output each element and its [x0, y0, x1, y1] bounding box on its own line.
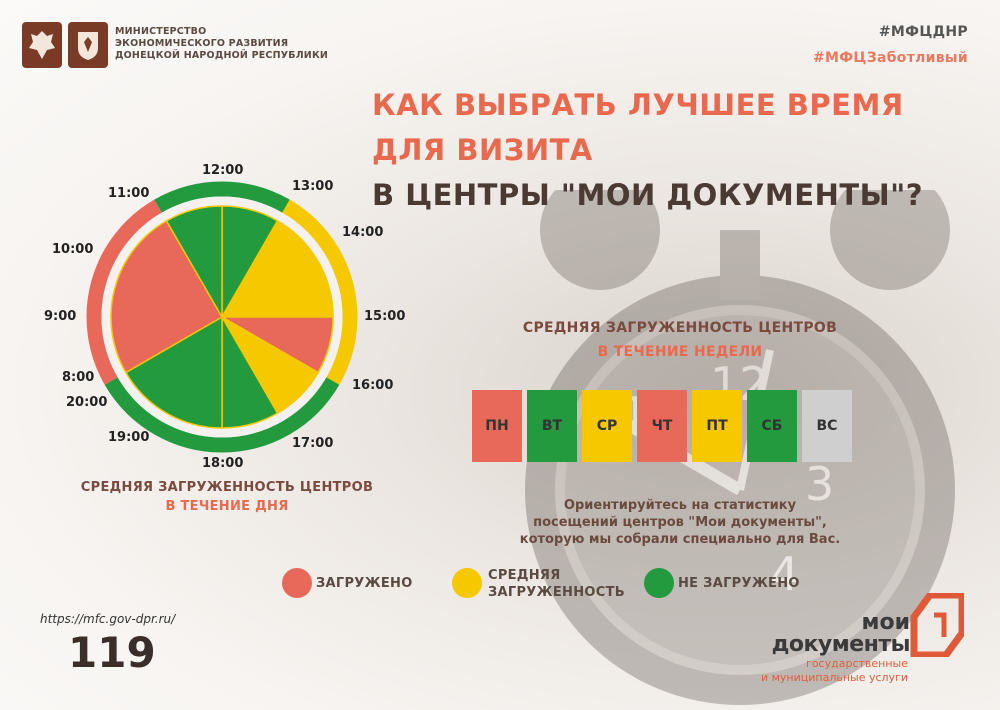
title-line-1: КАК ВЫБРАТЬ ЛУЧШЕЕ ВРЕМЯ	[372, 88, 904, 122]
clock-hour-label: 15:00	[364, 309, 406, 324]
clock-inner-sector-6	[110, 219, 224, 374]
title-line-3: В ЦЕНТРЫ "МОИ ДОКУМЕНТЫ"?	[372, 178, 924, 212]
week-day-cell: ВС	[802, 390, 852, 462]
clock-hour-label: 10:00	[52, 242, 94, 257]
week-day-cell: СБ	[747, 390, 797, 462]
week-day-cell: ПТ	[692, 390, 742, 462]
clock-hour-label: 11:00	[108, 186, 150, 201]
legend-free-label: НЕ ЗАГРУЖЕНО	[678, 576, 800, 591]
day-chart-caption-2: В ТЕЧЕНИЕ ДНЯ	[165, 499, 289, 514]
clock-hour-label: 12:00	[202, 163, 244, 178]
clock-hour-label: 9:00	[44, 309, 77, 324]
note-line-1: Ориентируйтесь на статистику	[563, 498, 797, 513]
logo-text-moi: мои	[861, 610, 910, 635]
clock-inner-sector-7	[165, 205, 223, 320]
clock-outer-ring-segment-0	[104, 377, 223, 453]
hotline-number: 119	[68, 628, 156, 677]
week-day-cell: СР	[582, 390, 632, 462]
title-line-2: ДЛЯ ВИЗИТА	[372, 133, 593, 167]
clock-hour-label: 18:00	[202, 456, 244, 471]
website-link[interactable]: https://mfc.gov-dpr.ru/	[40, 612, 176, 626]
legend-free-dot	[644, 568, 674, 598]
clock-outer-ring-segment-3	[282, 199, 358, 385]
clock-hour-label: 17:00	[292, 436, 334, 451]
svg-text:4: 4	[770, 547, 799, 601]
moi-dokumenty-logo-icon	[910, 593, 964, 657]
clock-outer-ring-segment-1	[86, 199, 162, 385]
svg-text:3: 3	[805, 457, 834, 511]
clock-outer-ring-segment-2	[154, 181, 290, 213]
clock-hour-label: 13:00	[292, 179, 334, 194]
legend-medium-dot	[452, 568, 482, 598]
note-line-3: которую мы собрали специально для Вас.	[519, 532, 841, 547]
week-day-cell: ПН	[472, 390, 522, 462]
week-day-cell: ВТ	[527, 390, 577, 462]
clock-hour-label: 8:00	[62, 370, 95, 385]
clock-hour-label: 20:00	[66, 395, 108, 410]
ministry-line-1: МИНИСТЕРСТВО	[115, 26, 207, 37]
logo-text-documents: документы	[771, 632, 911, 657]
day-chart-caption-1: СРЕДНЯЯ ЗАГРУЖЕННОСТЬ ЦЕНТРОВ	[80, 480, 374, 495]
legend-medium-label-1: СРЕДНЯЯ	[488, 568, 561, 583]
logo-subtitle-1: государственные	[806, 657, 908, 670]
russia-coat-of-arms-icon	[22, 22, 62, 68]
hashtag-mfc-caring: #МФЦЗаботливый	[812, 50, 968, 66]
legend-loaded-label: ЗАГРУЖЕНО	[316, 576, 413, 591]
clock-inner-sector-1	[220, 219, 334, 318]
clock-gap-ring	[101, 196, 343, 438]
ministry-line-3: ДОНЕЦКОЙ НАРОДНОЙ РЕСПУБЛИКИ	[115, 50, 329, 61]
note-line-2: посещений центров "Мои документы",	[533, 515, 827, 530]
week-day-cell: ЧТ	[637, 390, 687, 462]
legend-loaded-dot	[282, 568, 312, 598]
dpr-coat-of-arms-icon	[68, 22, 108, 68]
clock-hour-label: 19:00	[108, 430, 150, 445]
clock-outer-ring-segment-4	[221, 377, 340, 453]
clock-hour-label: 16:00	[352, 378, 394, 393]
week-chart-caption-2: В ТЕЧЕНИЕ НЕДЕЛИ	[597, 344, 763, 360]
week-chart-caption-1: СРЕДНЯЯ ЗАГРУЖЕННОСТЬ ЦЕНТРОВ	[522, 320, 838, 336]
logo-subtitle-2: и муниципальные услуги	[760, 671, 908, 684]
hashtag-mfc-dnr: #МФЦДНР	[878, 24, 968, 40]
ministry-line-2: ЭКОНОМИЧЕСКОГО РАЗВИТИЯ	[115, 38, 289, 49]
statistics-note: Ориентируйтесь на статистику посещений ц…	[490, 497, 870, 548]
clock-inner-sector-5	[124, 315, 223, 429]
legend-medium-label-2: ЗАГРУЖЕННОСТЬ	[488, 585, 625, 600]
ministry-name: МИНИСТЕРСТВО ЭКОНОМИЧЕСКОГО РАЗВИТИЯ ДОН…	[115, 26, 345, 62]
clock-hour-label: 14:00	[342, 225, 384, 240]
